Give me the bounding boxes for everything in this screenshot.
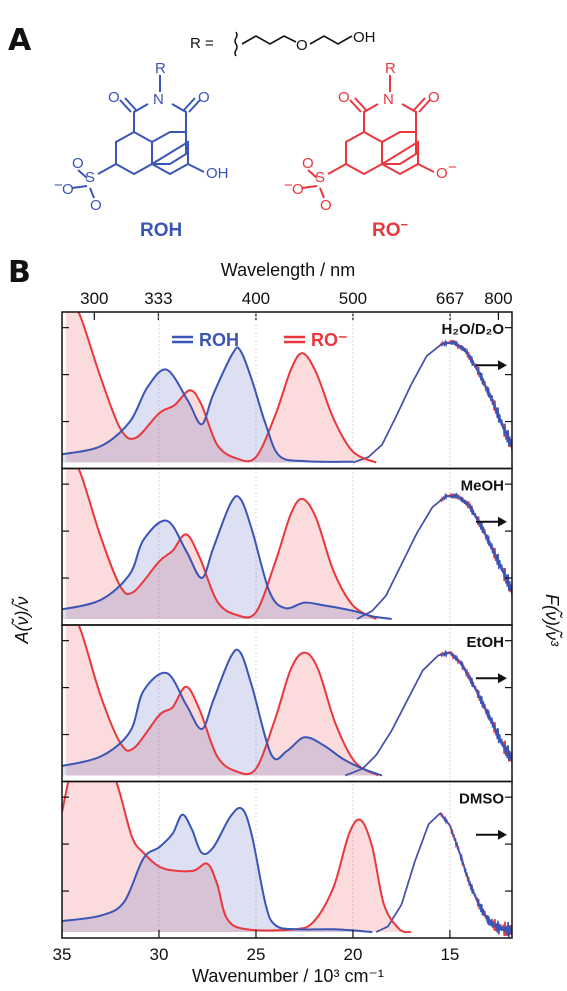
arrow-head-icon [498, 516, 507, 527]
roh-absorption-line [62, 495, 392, 620]
roh-s-atom: S [85, 169, 95, 186]
solvent-label: DMSO [459, 791, 504, 808]
ro-absorption-fill [62, 781, 412, 933]
ro-absorption-line [62, 781, 412, 934]
ro-minus-sign: − [284, 177, 293, 194]
roh-r-atom: R [155, 60, 166, 77]
roh-minus-sign: − [54, 177, 63, 194]
roh-emission-line [344, 649, 512, 777]
ro-o-atom-s3: O [320, 197, 332, 214]
ro-n-atom: N [383, 91, 394, 108]
x-tick-label: 30 [150, 945, 169, 964]
roh-o-atom-right: O [198, 89, 210, 106]
panel-4 [62, 781, 512, 938]
panel-1 [62, 312, 512, 464]
top-tick-label: 333 [144, 289, 172, 308]
ro-o-atom-right: O [428, 89, 440, 106]
panel-3 [62, 625, 512, 777]
top-tick-label: 500 [339, 289, 367, 308]
roh-absorption-line [62, 346, 353, 463]
roh-o-atom-s2: O [62, 181, 74, 198]
roh-oh-group: OH [206, 165, 229, 182]
x-tick-label: 20 [343, 945, 362, 964]
panel-frame [61, 780, 513, 939]
x-tick-label: 15 [440, 945, 459, 964]
ro-emission-line [375, 811, 512, 937]
y-left-axis-title: A(ν̃)/ν̃ [11, 597, 32, 645]
r-group-structure: R = O OH [190, 29, 376, 57]
x-tick-label: 25 [247, 945, 266, 964]
roh-absorption-line [62, 806, 373, 933]
roh-emission-line [356, 491, 512, 620]
solvent-label: H₂O/D₂O [442, 321, 505, 338]
x-tick-label: 35 [53, 945, 72, 964]
roh-absorption-fill [62, 495, 392, 619]
ro-absorption-fill [65, 468, 377, 619]
legend: ROH RO⁻ [172, 330, 348, 350]
roh-o-atom-s3: O [90, 197, 102, 214]
arrow-head-icon [498, 360, 507, 371]
bottom-axis-title: Wavenumber / 10³ cm⁻¹ [192, 966, 384, 986]
ro-o-minus-group: O [436, 165, 448, 182]
roh-o-atom-left: O [108, 89, 120, 106]
roh-absorption-fill [62, 807, 373, 932]
roh-o-atom-s1: O [72, 155, 84, 172]
top-axis-title: Wavelength / nm [221, 260, 355, 280]
ro-r-atom: R [385, 60, 396, 77]
top-tick-label: 400 [242, 289, 270, 308]
ro-o-atom-s2: O [292, 181, 304, 198]
top-axis: 300 333 400 500 667 800 [80, 289, 513, 320]
solvent-label: MeOH [461, 478, 504, 495]
plot-area: H₂O/D₂O MeOH EtOH DMSO [61, 311, 513, 939]
panel-b-label: B [8, 255, 31, 290]
ro-emission-line [356, 492, 512, 620]
ro-absorption-fill [65, 625, 379, 776]
roh-emission-line [375, 812, 512, 938]
legend-ro-label: RO⁻ [311, 330, 348, 350]
ro-absorption-line [77, 312, 377, 464]
ro-label: RO− [372, 217, 409, 241]
y-right-axis-title: F(ν̃)/ν̃³ [542, 594, 563, 647]
ro-molecule [301, 75, 435, 199]
top-tick-label: 667 [436, 289, 464, 308]
bottom-axis: 35 30 25 20 15 [53, 930, 459, 964]
solvent-label: EtOH [467, 634, 505, 651]
roh-absorption-fill [62, 649, 382, 776]
legend-roh-label: ROH [199, 330, 239, 350]
ro-s-atom: S [315, 169, 325, 186]
ro-o-atom-left: O [338, 89, 350, 106]
r-group-oh: OH [353, 29, 376, 46]
roh-n-atom: N [153, 91, 164, 108]
panel-2 [62, 468, 512, 620]
roh-emission-line [352, 338, 512, 464]
roh-molecule [71, 75, 205, 199]
ro-emission-line [352, 339, 512, 464]
r-group-ether-o: O [296, 37, 308, 54]
roh-label: ROH [140, 220, 182, 241]
r-group-prefix: R = [190, 35, 214, 52]
arrow-head-icon [498, 829, 507, 840]
ro-o-minus-sign: − [448, 159, 457, 176]
ro-absorption-fill [65, 312, 377, 463]
roh-absorption-line [62, 648, 383, 777]
top-tick-label: 800 [484, 289, 512, 308]
ro-o-atom-s1: O [302, 155, 314, 172]
panel-a-label: A [8, 23, 32, 58]
roh-absorption-fill [62, 347, 353, 463]
top-tick-label: 300 [80, 289, 108, 308]
arrow-head-icon [498, 673, 507, 684]
